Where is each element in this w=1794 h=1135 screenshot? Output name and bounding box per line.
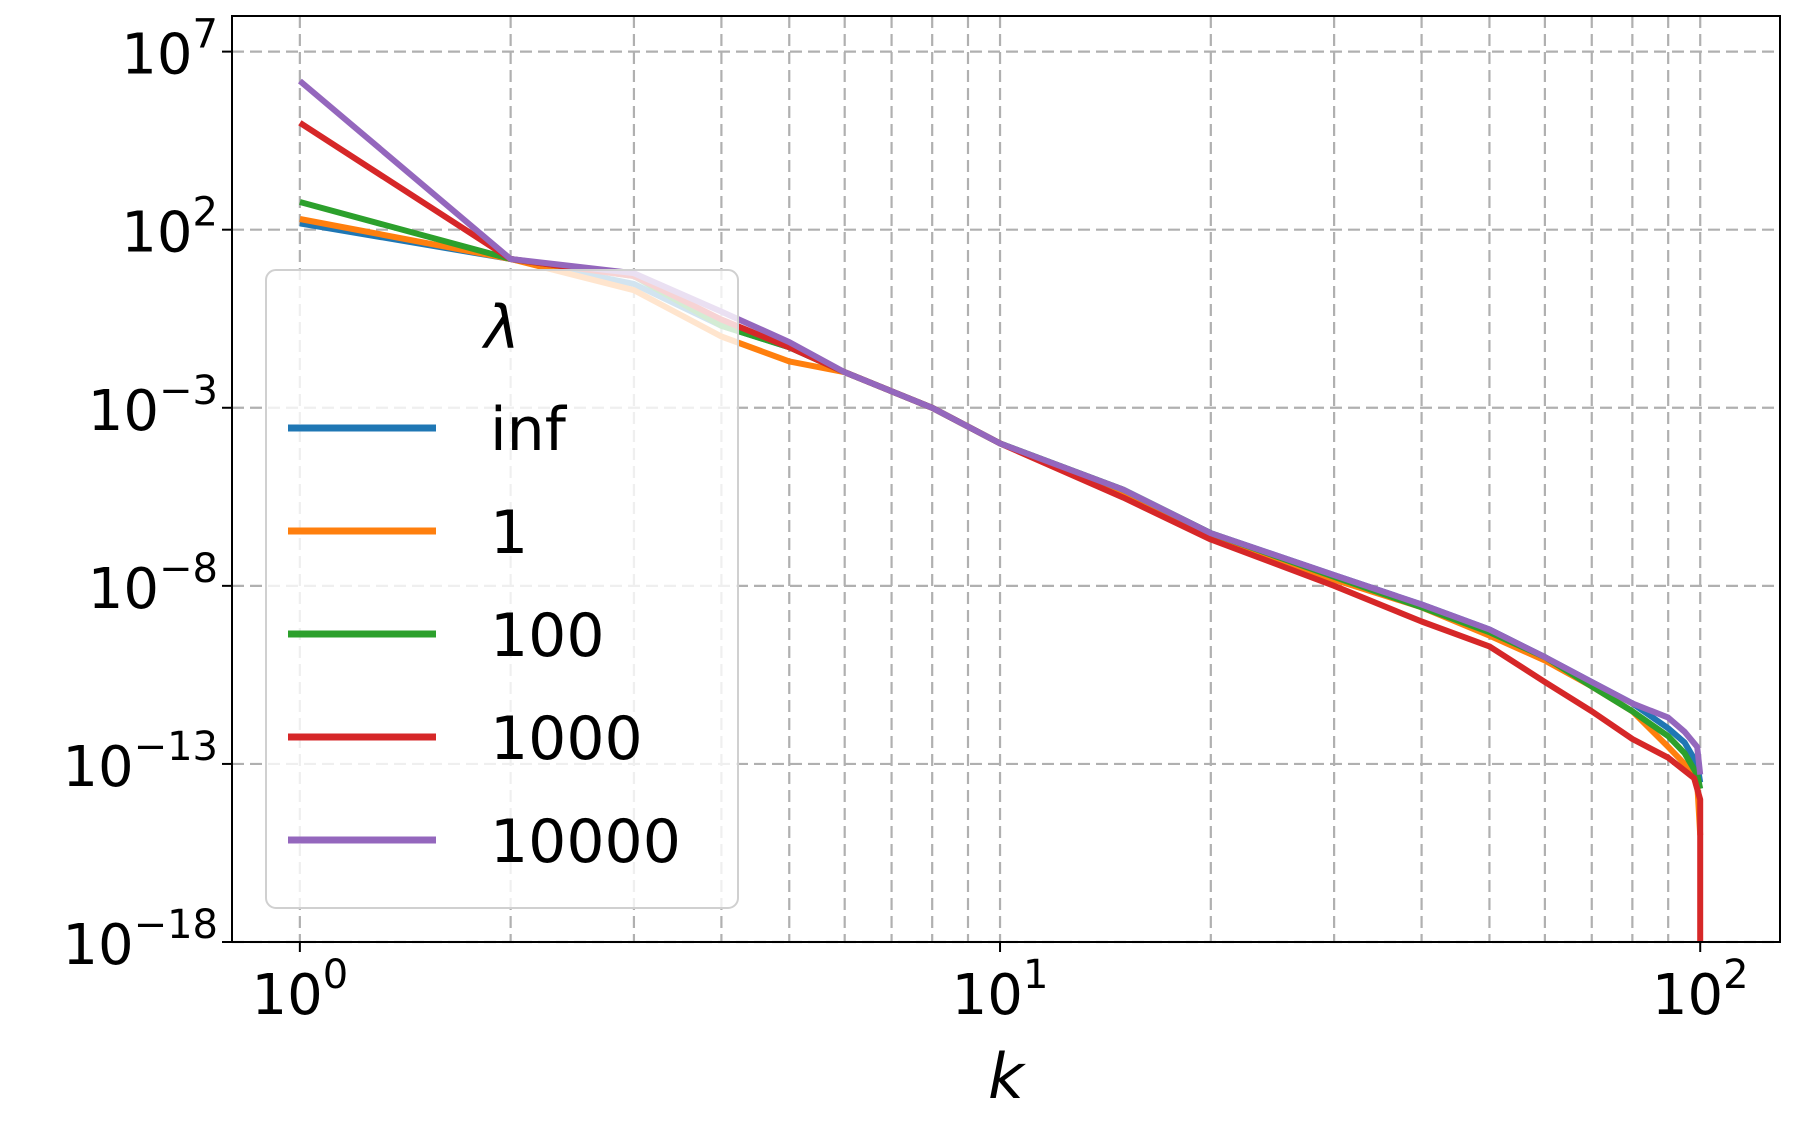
x-tick-label: 101: [952, 952, 1049, 1028]
legend-label-10000: 10000: [490, 807, 681, 877]
x-tick-label: 100: [251, 952, 348, 1028]
y-tick-label: 10−3: [88, 368, 218, 444]
x-tick-label: 102: [1652, 952, 1749, 1028]
y-tick-label: 102: [121, 190, 218, 266]
legend-label-1: 1: [490, 498, 528, 568]
x-axis-label: k: [988, 1040, 1026, 1113]
plot-frame: [231, 15, 1781, 943]
legend-label-inf: inf: [490, 395, 568, 465]
legend: λ inf 1 100 1000 10000: [265, 269, 739, 909]
y-tick-label: 10−18: [62, 902, 218, 978]
legend-label-1000: 1000: [490, 704, 643, 774]
legend-title: λ: [481, 293, 520, 363]
y-tick-label: 107: [121, 12, 218, 88]
y-tick-label: 10−8: [88, 546, 218, 622]
y-tick-label: 10−13: [62, 724, 218, 800]
legend-label-100: 100: [490, 601, 605, 671]
axis-ticks: 100 101 102 107 102 10−3 10−8 10−13 10−18: [62, 12, 1748, 1028]
